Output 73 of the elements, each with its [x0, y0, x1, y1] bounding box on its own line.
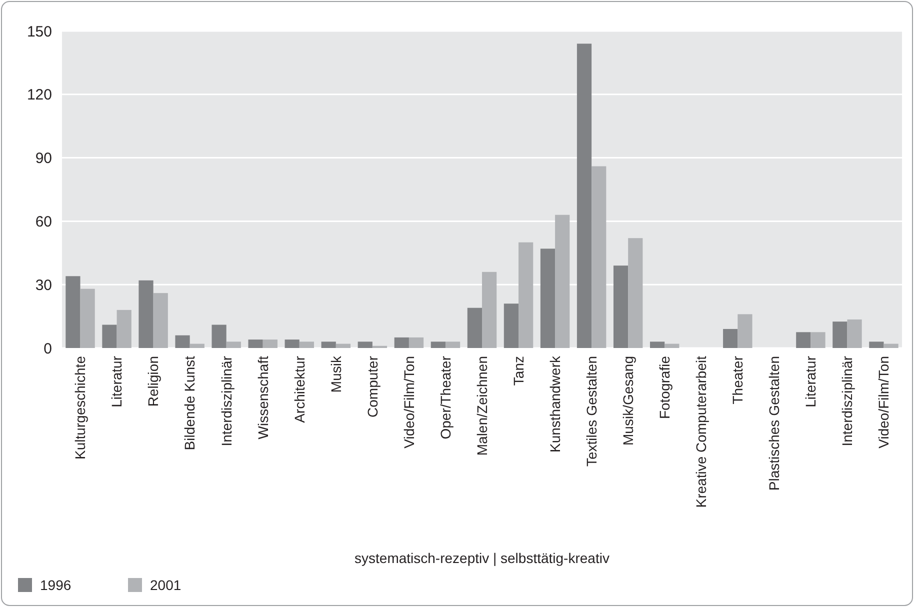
bar	[555, 214, 570, 348]
bar	[738, 314, 752, 348]
bar	[284, 340, 300, 348]
bar	[190, 344, 204, 348]
x-tick-label: Kunsthandwerk	[546, 355, 563, 453]
x-tick-label: Tanz	[510, 356, 526, 386]
x-tick-label: Literatur	[108, 356, 125, 408]
bar	[576, 44, 592, 348]
bar	[66, 276, 80, 348]
x-tick-label: Oper/Theater	[437, 356, 454, 440]
bar	[540, 248, 556, 348]
bar	[430, 342, 446, 348]
bar	[592, 166, 606, 348]
y-tick-label: 90	[35, 150, 52, 168]
x-tick-label: Literatur	[802, 356, 819, 408]
y-tick-label: 0	[44, 340, 52, 358]
bar	[847, 319, 862, 348]
bar	[664, 344, 680, 348]
bar	[482, 272, 497, 348]
legend-label: 2001	[150, 576, 182, 593]
y-tick-label: 120	[26, 86, 52, 104]
bar	[80, 288, 95, 348]
x-tick-label: Fotografie	[656, 356, 673, 420]
bar	[796, 332, 811, 348]
bar	[248, 340, 263, 348]
bar	[175, 335, 190, 348]
bar	[650, 342, 665, 348]
bar	[723, 328, 738, 348]
bar	[884, 344, 898, 348]
bar	[138, 280, 154, 348]
bar	[358, 342, 372, 348]
x-tick-label: Interdisziplinär	[839, 356, 856, 446]
bar	[394, 337, 409, 348]
bar	[810, 332, 826, 348]
x-tick-label: Bildende Kunst	[182, 356, 198, 450]
bar	[102, 324, 117, 348]
bar	[504, 304, 519, 348]
bar	[869, 342, 884, 348]
bar	[408, 337, 424, 348]
x-tick-label: Musik	[328, 355, 344, 393]
bar	[116, 310, 132, 348]
x-tick-label: Textiles Gestalten	[583, 356, 600, 466]
bar	[832, 322, 848, 348]
y-tick-label: 60	[35, 213, 52, 230]
bar	[262, 340, 278, 348]
x-tick-label: Kulturgeschichte	[72, 356, 88, 460]
bar	[518, 242, 534, 348]
x-tick-label: Computer	[364, 356, 380, 418]
y-tick-label: 30	[35, 276, 52, 294]
bar	[467, 308, 482, 348]
x-tick-label: Malen/Zeichnen	[474, 356, 490, 456]
bar	[299, 342, 314, 348]
x-axis-title: systematisch-rezeptiv | selbsttätig-kreativ	[354, 550, 610, 566]
y-tick-label: 150	[26, 23, 52, 40]
bar	[613, 266, 628, 348]
x-tick-label: Interdisziplinär	[218, 356, 234, 446]
x-tick-label: Wissenschaft	[254, 356, 271, 440]
bar	[445, 342, 460, 348]
bar	[628, 238, 643, 348]
x-tick-label: Musik/Gesang	[620, 356, 636, 446]
x-tick-label: Religion	[145, 356, 162, 407]
x-tick-label: Video/Film/Ton	[400, 356, 417, 448]
bar	[226, 342, 241, 348]
legend-label: 1996	[40, 576, 72, 593]
x-tick-label: Video/Film/Ton	[876, 356, 892, 448]
bar	[153, 293, 168, 348]
x-tick-label: Plastisches Gestalten	[766, 356, 782, 491]
bar	[321, 342, 336, 348]
x-tick-label: Architektur	[291, 356, 308, 423]
bar	[336, 344, 351, 348]
x-tick-label: Kreative Computerarbeit	[693, 356, 710, 508]
x-tick-label: Theater	[730, 356, 746, 404]
bar	[212, 324, 226, 348]
